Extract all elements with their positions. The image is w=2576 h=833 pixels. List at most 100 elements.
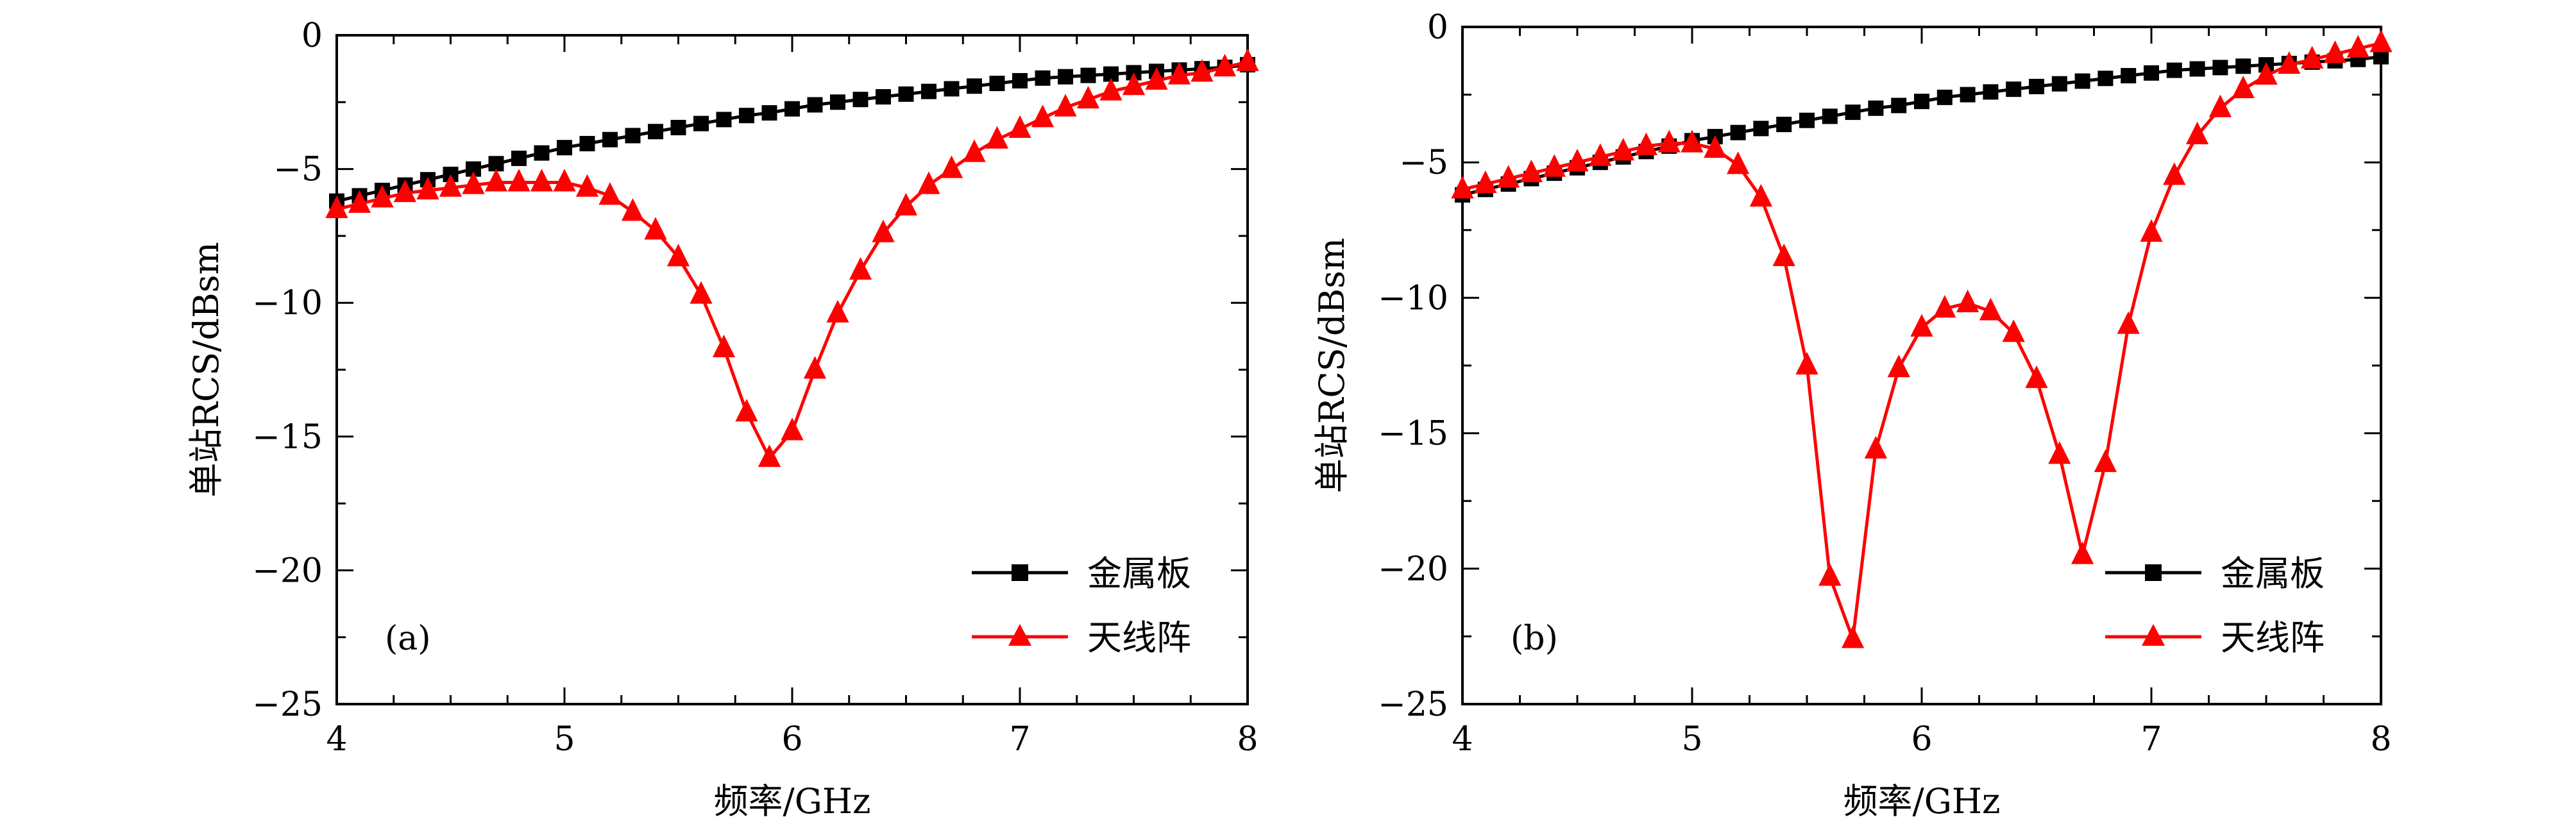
data-point-metal	[2006, 81, 2022, 97]
y-tick-label: −10	[1378, 279, 1448, 317]
data-point-antenna	[2300, 46, 2324, 69]
data-point-antenna	[2208, 94, 2232, 117]
data-point-metal	[1936, 89, 1953, 105]
data-point-metal	[1753, 121, 1769, 137]
data-point-metal	[2074, 73, 2090, 89]
data-point-metal	[2121, 68, 2137, 84]
legend-label: 金属板	[1087, 553, 1191, 594]
y-tick-label: −20	[252, 551, 323, 590]
y-axis-label: 单站RCS/dBsm	[186, 242, 226, 497]
x-tick-label: 8	[1237, 720, 1258, 759]
data-point-antenna	[1704, 135, 1727, 158]
data-point-antenna	[1474, 170, 1497, 193]
data-point-antenna	[439, 174, 462, 197]
x-tick-label: 4	[326, 720, 347, 759]
data-point-antenna	[1451, 176, 1474, 199]
data-point-antenna	[2117, 311, 2140, 334]
y-axis-label: 单站RCS/dBsm	[1312, 238, 1352, 493]
data-point-metal	[1012, 72, 1028, 88]
data-point-metal	[670, 119, 686, 135]
data-point-metal	[2235, 58, 2251, 74]
y-tick-label: −5	[1399, 144, 1448, 182]
data-point-antenna	[2369, 29, 2393, 53]
y-tick-label: −5	[273, 151, 323, 189]
data-point-antenna	[781, 417, 804, 441]
panel-label: (a)	[385, 619, 431, 658]
data-point-antenna	[325, 195, 348, 219]
x-tick-label: 5	[554, 720, 575, 759]
data-point-antenna	[1841, 625, 1865, 648]
data-point-antenna	[1657, 130, 1681, 153]
data-point-metal	[1035, 70, 1051, 86]
data-point-metal	[1845, 105, 1861, 121]
data-point-metal	[2189, 61, 2205, 77]
x-tick-label: 5	[1681, 720, 1702, 759]
data-point-antenna	[416, 176, 439, 199]
data-point-antenna	[1795, 351, 1818, 374]
data-point-antenna	[803, 356, 827, 379]
data-point-antenna	[2140, 219, 2163, 242]
data-point-antenna	[575, 174, 599, 197]
legend-marker-antenna	[2142, 624, 2165, 646]
y-tick-label: −15	[252, 418, 323, 457]
data-point-antenna	[1520, 159, 1543, 183]
data-point-antenna	[1749, 183, 1773, 207]
data-point-antenna	[2255, 62, 2278, 85]
data-point-metal	[852, 92, 869, 108]
legend-marker-antenna	[1008, 624, 1031, 646]
x-tick-label: 6	[1911, 720, 1932, 759]
data-point-antenna	[2346, 35, 2369, 58]
data-point-antenna	[2002, 319, 2025, 342]
data-point-antenna	[1008, 115, 1031, 139]
data-point-metal	[2051, 76, 2067, 92]
data-point-antenna	[2278, 51, 2301, 74]
data-point-antenna	[826, 299, 849, 323]
series-line-antenna	[336, 60, 1248, 460]
data-point-antenna	[1566, 148, 1589, 172]
data-point-antenna	[1818, 563, 1842, 586]
data-point-metal	[1730, 124, 1746, 140]
x-axis-label: 频率/GHz	[714, 781, 871, 821]
data-point-metal	[648, 124, 663, 140]
y-tick-label: −20	[1378, 550, 1448, 589]
y-tick-label: −25	[1378, 686, 1448, 724]
data-point-metal	[511, 150, 527, 166]
data-point-antenna	[1167, 62, 1191, 85]
y-tick-label: −10	[252, 284, 323, 323]
data-point-metal	[2144, 65, 2159, 81]
x-tick-label: 4	[1452, 720, 1473, 759]
data-point-antenna	[1726, 151, 1750, 174]
data-point-antenna	[1864, 435, 1888, 459]
data-point-antenna	[666, 244, 690, 267]
data-point-metal	[488, 156, 504, 172]
data-point-antenna	[1031, 105, 1055, 128]
data-point-metal	[1080, 67, 1096, 83]
data-point-antenna	[348, 190, 371, 213]
data-point-metal	[1960, 87, 1976, 103]
data-point-antenna	[1956, 289, 1979, 312]
panel-label: (b)	[1511, 619, 1558, 658]
data-point-antenna	[1589, 143, 1612, 166]
data-point-antenna	[2163, 162, 2186, 185]
data-point-metal	[967, 78, 982, 94]
data-point-antenna	[1910, 314, 1933, 337]
y-tick-label: −25	[252, 686, 323, 724]
data-point-antenna	[1681, 130, 1704, 153]
legend-marker-metal	[1012, 564, 1028, 581]
x-tick-label: 8	[2370, 720, 2391, 759]
x-tick-label: 7	[1009, 720, 1030, 759]
data-point-antenna	[1979, 298, 2003, 321]
data-point-antenna	[1099, 78, 1123, 101]
data-point-antenna	[393, 179, 417, 203]
data-point-metal	[921, 83, 936, 99]
data-point-antenna	[1054, 94, 1077, 117]
data-point-antenna	[1887, 354, 1910, 378]
data-point-metal	[693, 115, 709, 131]
data-point-metal	[989, 76, 1005, 92]
series-line-antenna	[1462, 41, 2382, 641]
data-point-antenna	[735, 399, 758, 422]
data-point-antenna	[2025, 365, 2048, 389]
data-point-antenna	[621, 198, 645, 221]
legend-marker-metal	[2145, 564, 2162, 581]
